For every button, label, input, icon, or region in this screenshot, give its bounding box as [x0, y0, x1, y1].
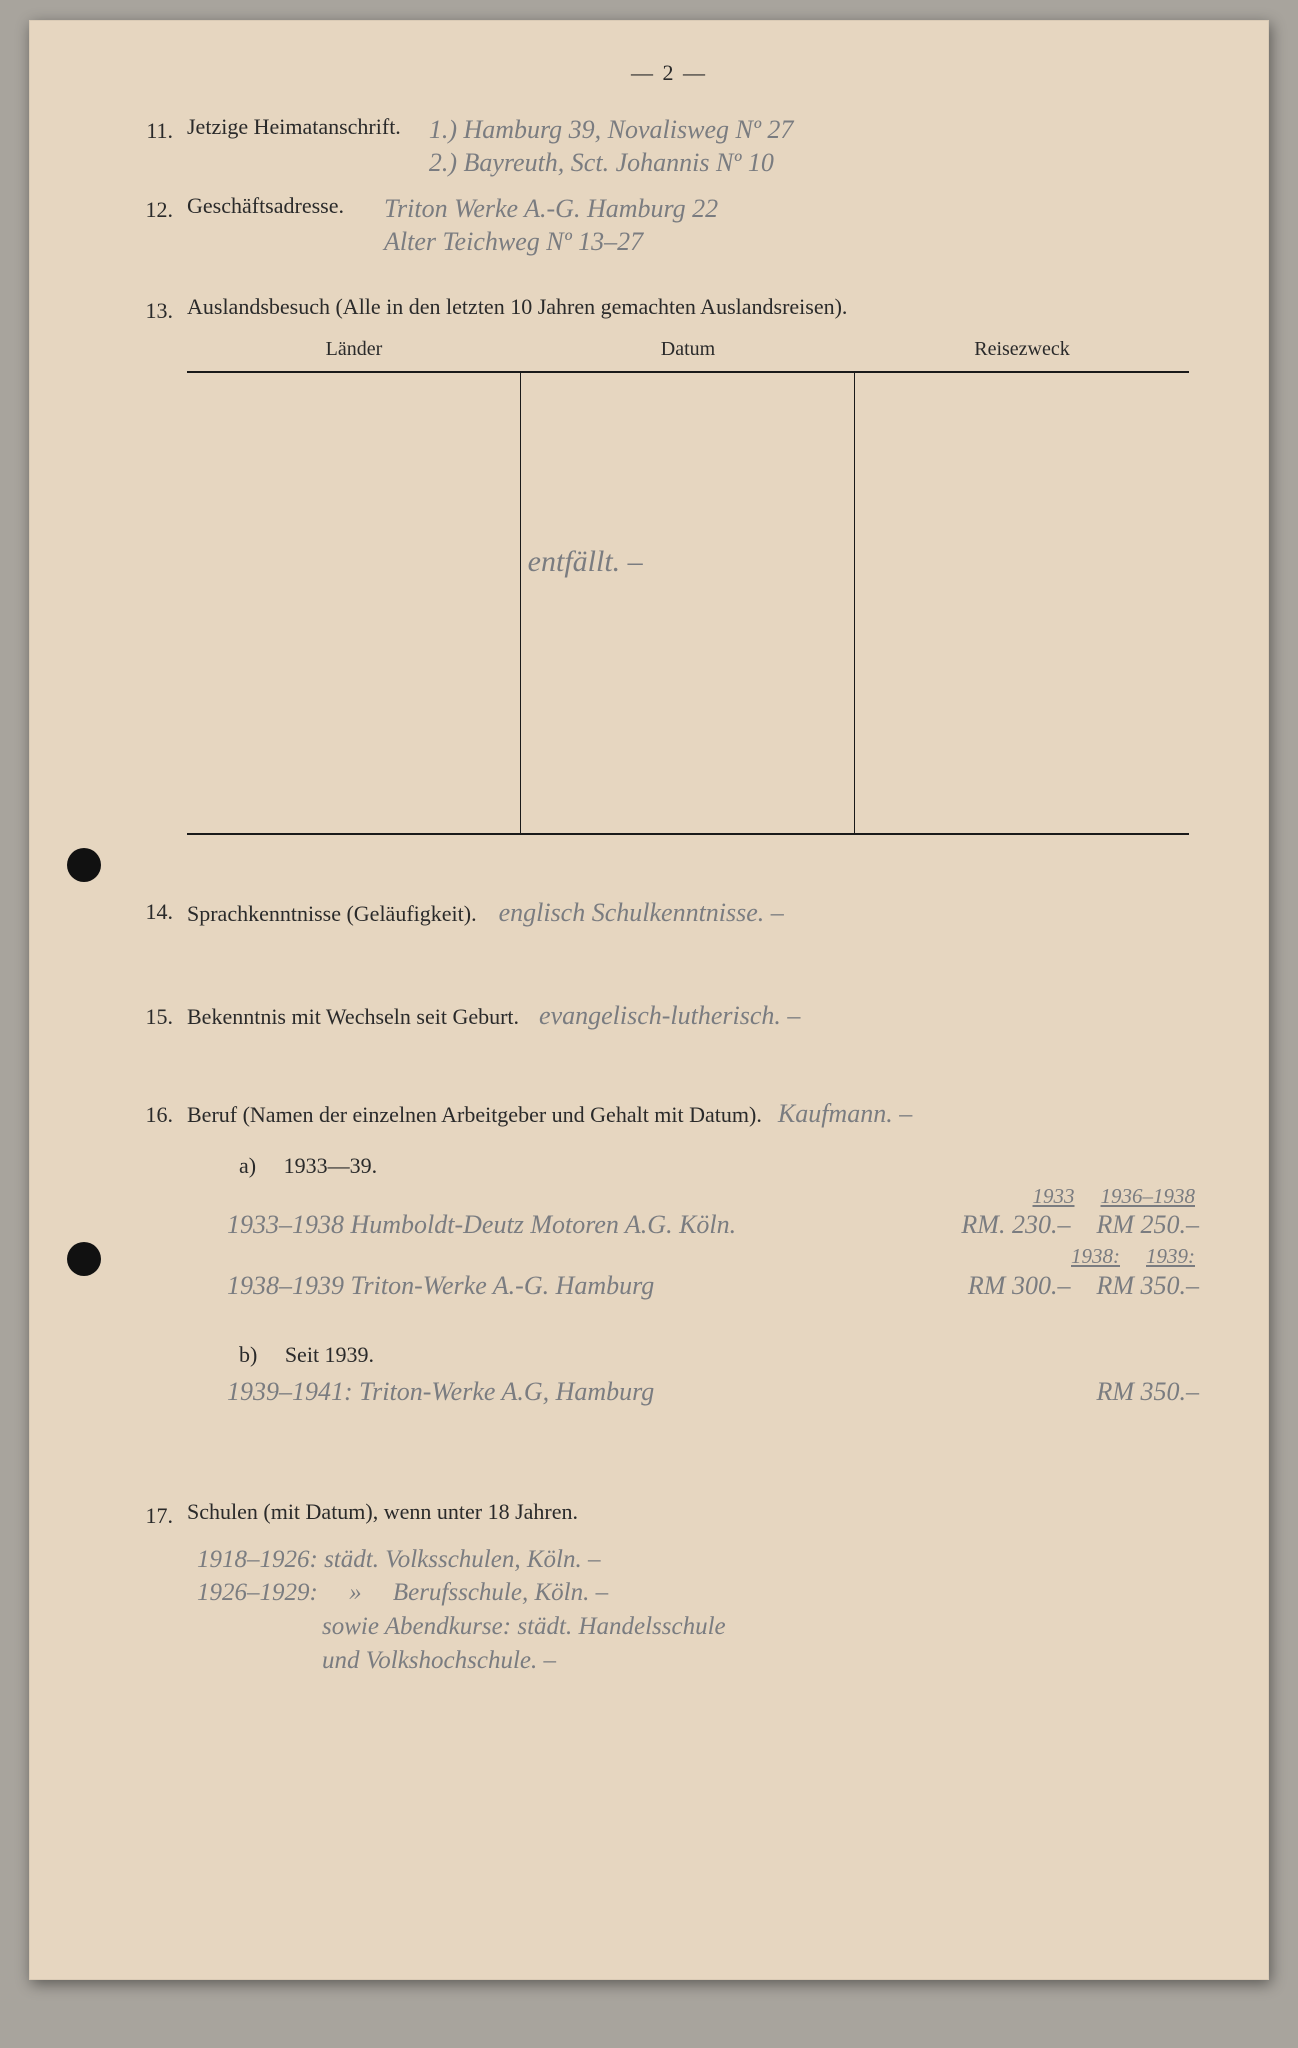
- field-17: 17. Schulen (mit Datum), wenn unter 18 J…: [139, 1499, 1199, 1678]
- field-value: englisch Schulkenntnisse. –: [499, 898, 784, 927]
- field-number: 12.: [133, 197, 173, 223]
- field-label: Jetzige Heimatanschrift.: [187, 114, 401, 140]
- field-number: 14.: [133, 899, 173, 925]
- document-page: — 2 — 11. Jetzige Heimatanschrift. 1.) H…: [29, 20, 1269, 1980]
- employer: 1933–1938 Humboldt-Deutz Motoren A.G. Kö…: [227, 1209, 899, 1242]
- table-col: [855, 373, 1189, 833]
- value-line: Triton Werke A.-G. Hamburg 22: [384, 194, 718, 223]
- field-label: Sprachkenntnisse (Geläufigkeit).: [187, 901, 477, 927]
- field-label: Bekenntnis mit Wechseln seit Geburt.: [187, 1004, 519, 1030]
- salary: RM 350.–: [1096, 1270, 1199, 1303]
- field-number: 16.: [133, 1102, 173, 1128]
- year-header: 1933: [1033, 1183, 1075, 1209]
- field-15: 15. Bekenntnis mit Wechseln seit Geburt.…: [139, 1000, 1199, 1033]
- field-14: 14. Sprachkenntnisse (Geläufigkeit). eng…: [139, 897, 1199, 930]
- salary: RM 300.–: [968, 1270, 1071, 1303]
- school-line: und Volkshochschule. –: [197, 1644, 1199, 1678]
- col-header-countries: Länder: [187, 338, 521, 371]
- field-number: 11.: [133, 118, 173, 144]
- field-11: 11. Jetzige Heimatanschrift. 1.) Hamburg…: [139, 114, 1199, 179]
- employer: 1939–1941: Triton-Werke A.G, Hamburg: [227, 1376, 999, 1409]
- col-header-date: Datum: [521, 338, 855, 371]
- employment-row: 1939–1941: Triton-Werke A.G, Hamburg RM …: [227, 1376, 1199, 1409]
- field-label: Geschäftsadresse.: [187, 193, 344, 219]
- field-value: 1.) Hamburg 39, Novalisweg Nº 27 2.) Bay…: [429, 114, 794, 179]
- year-header: 1938:: [1071, 1243, 1120, 1269]
- employer: 1938–1939 Triton-Werke A.-G. Hamburg: [227, 1270, 899, 1303]
- field-value: Triton Werke A.-G. Hamburg 22 Alter Teic…: [384, 193, 718, 258]
- employment-grid-a: 1933 1936–1938 1933–1938 Humboldt-Deutz …: [227, 1183, 1199, 1303]
- entry-text: entfällt. –: [528, 545, 643, 578]
- table-col: [521, 373, 855, 833]
- schools-block: 1918–1926: städt. Volksschulen, Köln. – …: [197, 1543, 1199, 1678]
- year-header: 1936–1938: [1101, 1183, 1196, 1209]
- col-header-purpose: Reisezweck: [855, 338, 1189, 371]
- field-number: 17.: [133, 1503, 173, 1529]
- value-line: 2.) Bayreuth, Sct. Johannis Nº 10: [429, 148, 774, 177]
- field-label: Beruf (Namen der einzelnen Arbeitgeber u…: [187, 1102, 762, 1128]
- table-header-row: Länder Datum Reisezweck: [187, 338, 1189, 371]
- year-header: 1939:: [1146, 1243, 1195, 1269]
- value-line: 1.) Hamburg 39, Novalisweg Nº 27: [429, 115, 794, 144]
- field-value: evangelisch-lutherisch. –: [539, 1001, 800, 1030]
- field-number: 13.: [133, 298, 173, 324]
- school-line: 1926–1929: » Berufsschule, Köln. –: [197, 1576, 1199, 1610]
- school-line: 1918–1926: städt. Volksschulen, Köln. –: [197, 1543, 1199, 1577]
- field-label: Auslandsbesuch (Alle in den letzten 10 J…: [187, 294, 847, 320]
- field-label: Schulen (mit Datum), wenn unter 18 Jahre…: [187, 1499, 578, 1525]
- table-col: [187, 373, 521, 833]
- salary: RM 350.–: [999, 1376, 1199, 1409]
- field-value: Kaufmann. –: [778, 1099, 912, 1128]
- subfield-16b: b) Seit 1939. 1939–1941: Triton-Werke A.…: [139, 1342, 1199, 1409]
- value-line: Alter Teichweg Nº 13–27: [384, 227, 643, 256]
- field-16: 16. Beruf (Namen der einzelnen Arbeitgeb…: [139, 1098, 1199, 1409]
- field-13: 13. Auslandsbesuch (Alle in den letzten …: [139, 294, 1199, 320]
- table-entry: entfällt. –: [528, 543, 643, 581]
- field-number: 15.: [133, 1004, 173, 1030]
- page-number: — 2 —: [139, 60, 1199, 86]
- salary: RM. 230.–: [961, 1209, 1070, 1242]
- punch-hole: [67, 848, 101, 882]
- travel-table: Länder Datum Reisezweck entfällt. –: [187, 338, 1189, 835]
- punch-hole: [67, 1242, 101, 1276]
- subfield-16a-label: a) 1933—39.: [239, 1153, 1199, 1179]
- employment-row: 1933–1938 Humboldt-Deutz Motoren A.G. Kö…: [227, 1209, 1199, 1242]
- salary: RM 250.–: [1096, 1209, 1199, 1242]
- table-body: entfällt. –: [187, 371, 1189, 835]
- year-header-row: 1933 1936–1938: [227, 1183, 1195, 1209]
- subfield-16b-label: b) Seit 1939.: [239, 1342, 1199, 1368]
- field-12: 12. Geschäftsadresse. Triton Werke A.-G.…: [139, 193, 1199, 258]
- employment-row: 1938–1939 Triton-Werke A.-G. Hamburg RM …: [227, 1270, 1199, 1303]
- year-header-row: 1938: 1939:: [227, 1243, 1195, 1269]
- school-line: sowie Abendkurse: städt. Handelsschule: [197, 1610, 1199, 1644]
